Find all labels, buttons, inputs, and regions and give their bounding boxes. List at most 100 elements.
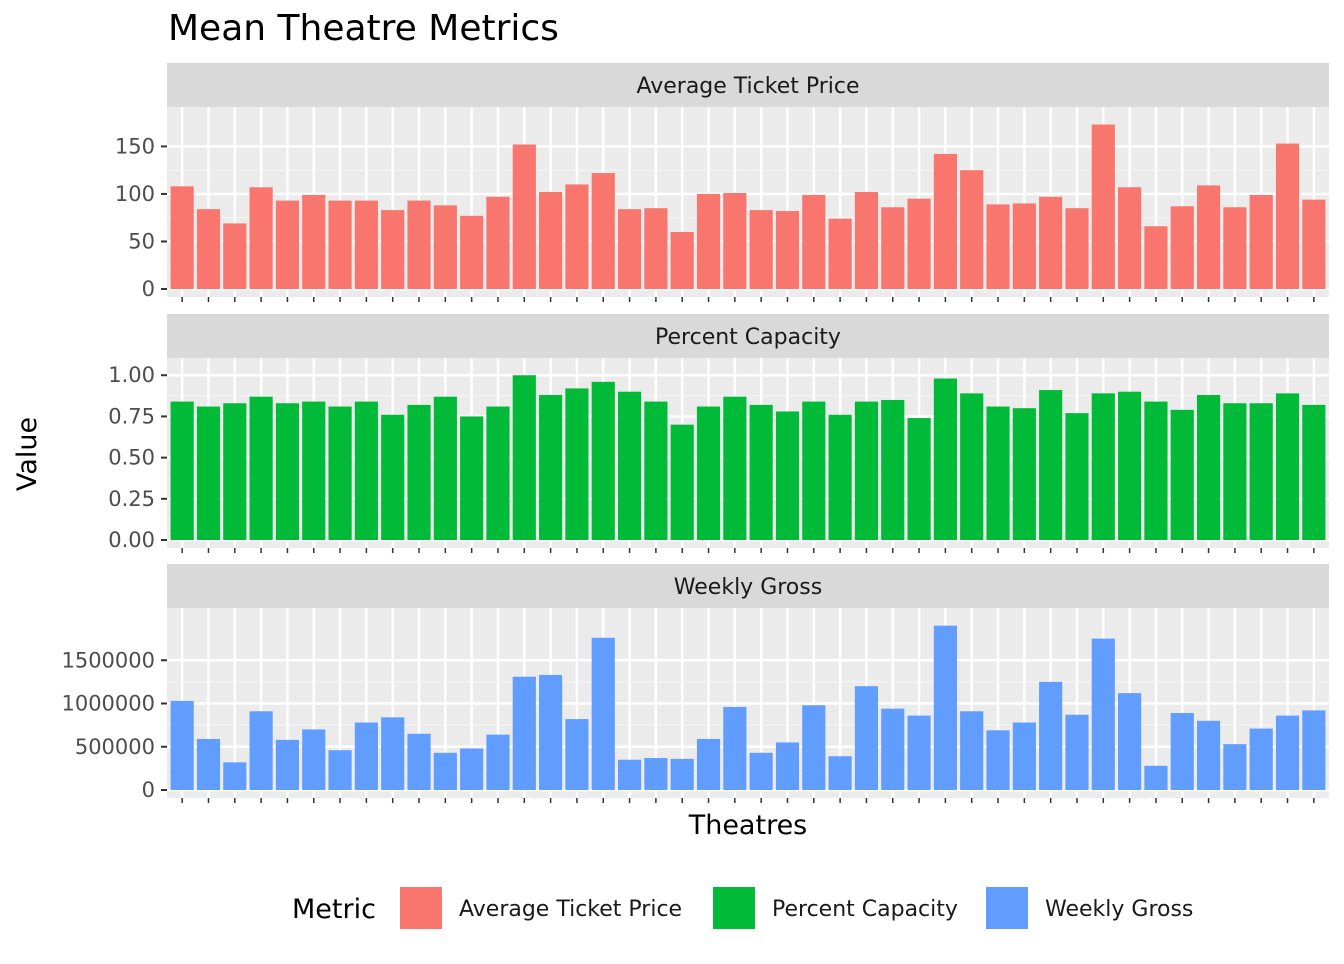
bar-percent-capacity [249, 396, 273, 540]
bar-percent-capacity [854, 401, 879, 540]
bar-weekly-gross [1118, 693, 1142, 790]
bar-weekly-gross [854, 686, 879, 790]
y-tick-label: 0.75 [108, 404, 155, 428]
bar-percent-capacity [1223, 403, 1247, 540]
panel-average-ticket-price: Average Ticket Price 0 50 100 150 [115, 63, 1329, 302]
bar-average-ticket-price [986, 204, 1010, 289]
bar-average-ticket-price [644, 208, 668, 289]
bar-average-ticket-price [802, 194, 826, 289]
bar-percent-capacity [302, 401, 326, 540]
bar-percent-capacity [1012, 408, 1036, 540]
bar-average-ticket-price [1302, 199, 1326, 289]
bar-percent-capacity [723, 396, 747, 540]
bar-average-ticket-price [1223, 207, 1247, 289]
bar-average-ticket-price [1065, 208, 1089, 289]
bar-average-ticket-price [1144, 226, 1168, 289]
bar-percent-capacity [960, 393, 984, 540]
bar-weekly-gross [960, 711, 984, 790]
x-axis-title: Theatres [688, 810, 808, 841]
bar-percent-capacity [1065, 413, 1089, 540]
bar-average-ticket-price [854, 192, 879, 289]
bar-percent-capacity [539, 395, 563, 540]
y-tick-label: 500000 [75, 735, 155, 759]
bar-weekly-gross [1039, 681, 1063, 790]
bar-percent-capacity [407, 404, 431, 540]
bar-average-ticket-price [407, 200, 431, 289]
bar-average-ticket-price [907, 198, 931, 289]
bar-average-ticket-price [196, 209, 221, 289]
bar-percent-capacity [1302, 404, 1326, 540]
bar-average-ticket-price [960, 170, 984, 289]
bar-average-ticket-price [617, 209, 642, 289]
legend: Metric Average Ticket Price Percent Capac… [292, 887, 1193, 929]
bar-average-ticket-price [565, 184, 589, 289]
bar-percent-capacity [381, 414, 405, 540]
panel-strip-percent-capacity [167, 314, 1329, 358]
bar-weekly-gross [275, 739, 300, 790]
bar-weekly-gross [407, 733, 431, 790]
bar-average-ticket-price [1039, 196, 1063, 289]
bar-percent-capacity [986, 406, 1010, 540]
bar-weekly-gross [512, 676, 536, 790]
bar-percent-capacity [670, 424, 694, 540]
bar-weekly-gross [1091, 638, 1115, 790]
bar-percent-capacity [907, 418, 931, 540]
panel-strip-label-average-ticket-price: Average Ticket Price [636, 74, 859, 99]
bar-weekly-gross [354, 722, 378, 790]
bar-average-ticket-price [354, 200, 378, 289]
bar-weekly-gross [460, 748, 484, 790]
bar-average-ticket-price [170, 186, 194, 289]
bar-weekly-gross [1012, 722, 1036, 790]
bar-average-ticket-price [433, 205, 457, 289]
bar-percent-capacity [881, 399, 905, 540]
bar-average-ticket-price [460, 215, 484, 289]
bar-percent-capacity [354, 401, 378, 540]
panel-strip-label-weekly-gross: Weekly Gross [674, 575, 822, 600]
bar-percent-capacity [1091, 393, 1115, 540]
panels: Average Ticket Price 0 50 100 150 Percent Cap… [61, 63, 1329, 803]
legend-label-average-ticket-price: Average Ticket Price [459, 897, 682, 922]
bar-weekly-gross [802, 705, 826, 790]
bar-percent-capacity [223, 403, 247, 540]
legend-key-average-ticket-price [400, 887, 442, 929]
panel-strip-label-percent-capacity: Percent Capacity [655, 325, 841, 350]
bar-weekly-gross [696, 738, 721, 790]
bar-weekly-gross [723, 706, 747, 790]
y-tick-label: 0.50 [108, 446, 155, 470]
bar-weekly-gross [986, 730, 1010, 790]
bar-weekly-gross [302, 729, 326, 790]
bar-weekly-gross [907, 715, 931, 790]
bar-percent-capacity [328, 406, 352, 540]
bar-weekly-gross [1144, 765, 1168, 790]
bar-weekly-gross [565, 719, 589, 790]
bar-percent-capacity [617, 391, 642, 540]
bar-weekly-gross [381, 717, 405, 790]
y-tick-label: 100 [115, 182, 155, 206]
bar-average-ticket-price [1249, 194, 1273, 289]
bar-average-ticket-price [1275, 143, 1300, 289]
bar-weekly-gross [486, 734, 510, 790]
bar-average-ticket-price [749, 210, 773, 289]
y-tick-label: 50 [128, 229, 155, 253]
bar-percent-capacity [170, 401, 194, 540]
bar-percent-capacity [1196, 395, 1221, 540]
bar-weekly-gross [433, 752, 457, 790]
panel-weekly-gross: Weekly Gross 0 500000 1000000 1500000 [61, 564, 1329, 803]
bar-percent-capacity [1249, 403, 1273, 540]
legend-label-weekly-gross: Weekly Gross [1045, 897, 1193, 922]
bar-weekly-gross [591, 637, 615, 790]
y-axis-title: Value [12, 417, 43, 491]
y-tick-label: 0.25 [108, 487, 155, 511]
bar-percent-capacity [1039, 390, 1063, 540]
bar-average-ticket-price [328, 200, 352, 289]
bar-average-ticket-price [933, 154, 957, 289]
bar-weekly-gross [1170, 713, 1194, 790]
y-tick-label: 1000000 [61, 692, 155, 716]
bar-weekly-gross [1223, 744, 1247, 790]
bar-percent-capacity [1170, 409, 1194, 540]
legend-label-percent-capacity: Percent Capacity [772, 897, 958, 922]
bar-average-ticket-price [381, 210, 405, 289]
bar-average-ticket-price [302, 194, 326, 289]
bar-weekly-gross [223, 762, 247, 790]
